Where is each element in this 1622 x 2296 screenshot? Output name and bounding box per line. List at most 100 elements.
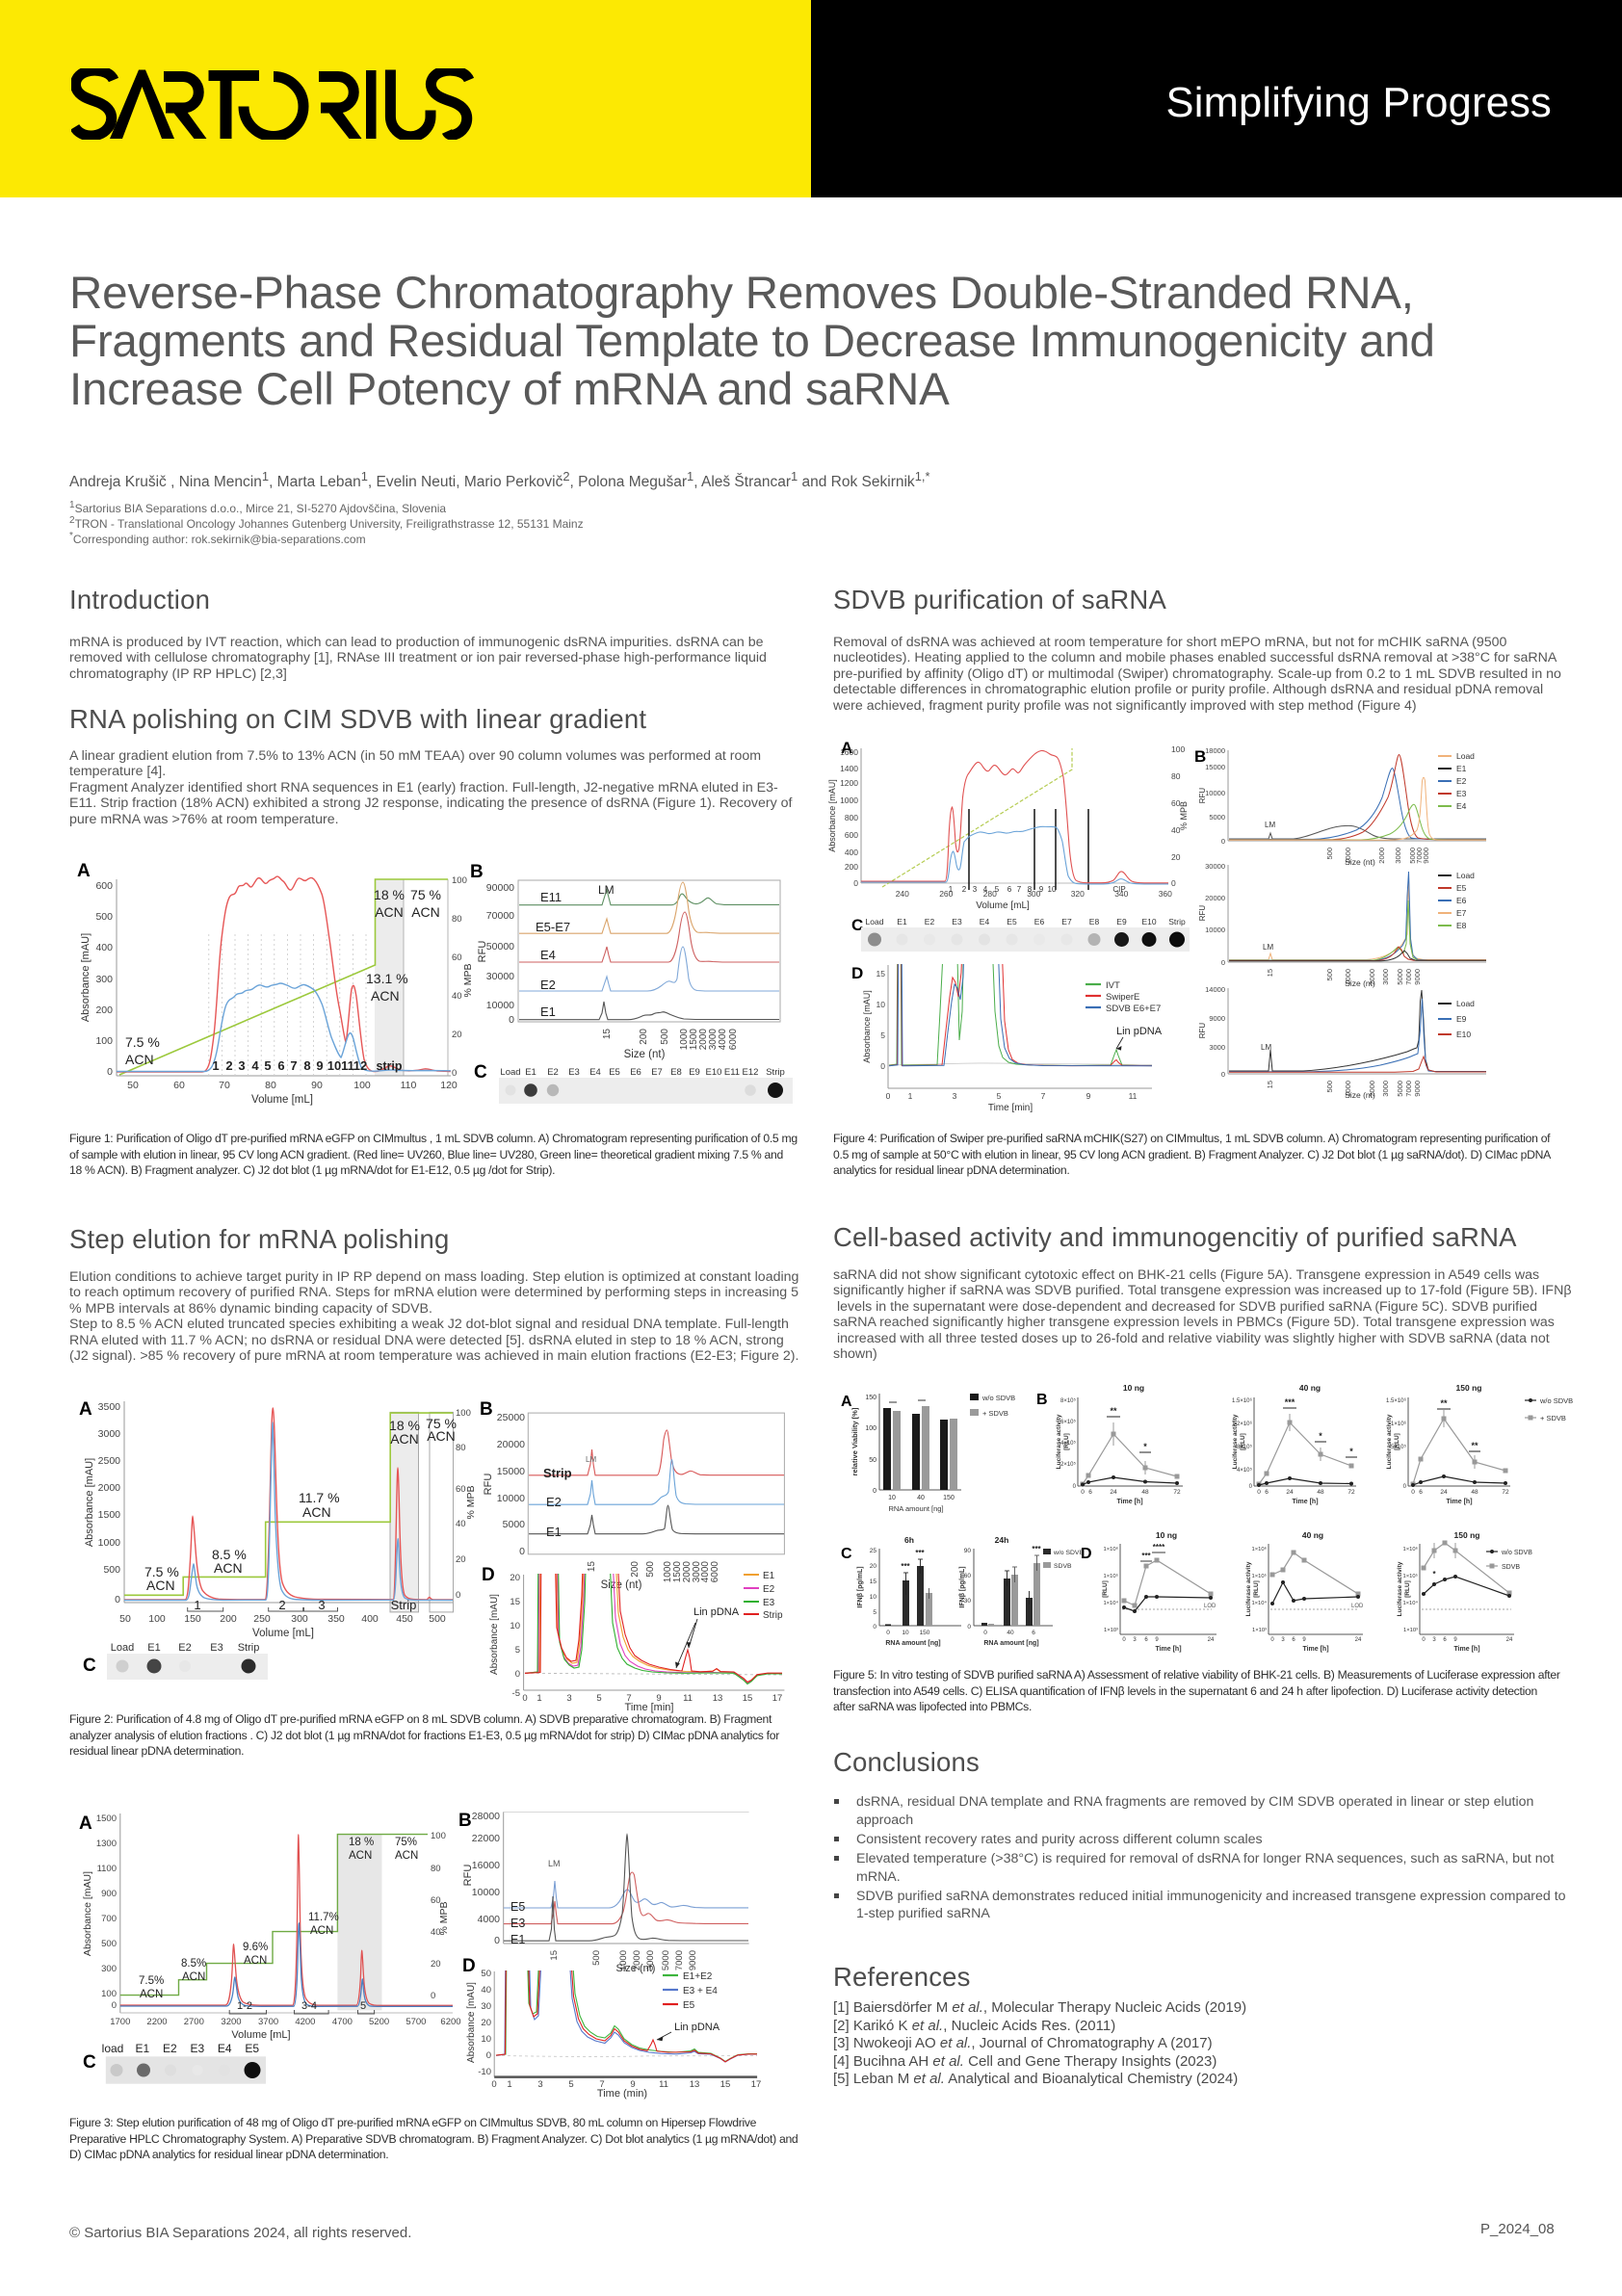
svg-text:5: 5	[995, 885, 1000, 894]
svg-text:320: 320	[1071, 889, 1085, 899]
svg-text:500: 500	[103, 1564, 120, 1576]
svg-text:Load: Load	[500, 1067, 520, 1078]
svg-text:Luciferase activity: Luciferase activity	[1397, 1561, 1403, 1616]
svg-text:6: 6	[1443, 1637, 1447, 1643]
svg-text:ACN: ACN	[146, 1578, 175, 1593]
svg-text:5000: 5000	[1396, 1081, 1404, 1097]
svg-text:240: 240	[896, 889, 909, 899]
svg-text:48: 48	[1471, 1489, 1478, 1496]
svg-text:E3 + E4: E3 + E4	[683, 1986, 718, 1996]
svg-text:22000: 22000	[472, 1833, 500, 1844]
svg-text:6: 6	[1292, 1637, 1295, 1643]
svg-text:150: 150	[920, 1630, 930, 1636]
svg-text:0: 0	[1257, 1489, 1261, 1496]
svg-text:B: B	[480, 1399, 493, 1420]
svg-text:70000: 70000	[486, 910, 514, 922]
svg-text:0: 0	[1122, 1637, 1126, 1643]
svg-text:6×10⁵: 6×10⁵	[1060, 1419, 1077, 1425]
svg-text:340: 340	[1114, 889, 1128, 899]
svg-text:40: 40	[431, 1927, 441, 1938]
svg-text:350: 350	[327, 1613, 345, 1625]
svg-text:E5: E5	[510, 1900, 525, 1914]
svg-text:5: 5	[596, 1693, 601, 1704]
svg-text:80: 80	[452, 914, 462, 925]
svg-text:7: 7	[290, 1058, 297, 1073]
svg-text:Volume [mL]: Volume [mL]	[976, 900, 1030, 911]
svg-text:10: 10	[481, 2034, 491, 2045]
svg-text:15: 15	[870, 1578, 877, 1585]
svg-text:[RLU]: [RLU]	[1394, 1433, 1400, 1450]
svg-text:LOD: LOD	[1204, 1604, 1216, 1609]
svg-text:ACN: ACN	[411, 904, 440, 920]
svg-text:10000: 10000	[1205, 789, 1225, 797]
svg-text:Load: Load	[1456, 999, 1475, 1008]
svg-text:25: 25	[870, 1548, 877, 1554]
svg-text:30: 30	[481, 2001, 491, 2012]
svg-text:[RLU]: [RLU]	[1063, 1433, 1070, 1450]
svg-text:0: 0	[509, 1014, 514, 1026]
svg-text:7.5 %: 7.5 %	[144, 1564, 179, 1579]
svg-text:E2: E2	[547, 1067, 559, 1078]
svg-text:450: 450	[396, 1613, 413, 1625]
svg-text:10 ng: 10 ng	[1156, 1530, 1177, 1540]
svg-text:7000: 7000	[1404, 1081, 1413, 1097]
svg-text:1200: 1200	[840, 778, 858, 788]
svg-text:10: 10	[510, 1621, 520, 1631]
svg-text:CIP: CIP	[1112, 885, 1125, 894]
svg-text:E2: E2	[540, 978, 556, 992]
svg-text:24: 24	[1440, 1489, 1448, 1496]
svg-text:24: 24	[1286, 1489, 1294, 1496]
svg-text:E11: E11	[724, 1067, 740, 1078]
svg-text:Load: Load	[866, 917, 884, 926]
svg-text:5000: 5000	[1396, 969, 1404, 985]
svg-text:C: C	[851, 916, 863, 934]
svg-text:9: 9	[1086, 1091, 1091, 1101]
svg-text:11: 11	[341, 1058, 354, 1073]
svg-text:ACN: ACN	[140, 1989, 163, 2000]
svg-text:8: 8	[303, 1058, 310, 1073]
svg-text:0: 0	[115, 1594, 120, 1605]
svg-text:500: 500	[95, 911, 113, 923]
svg-text:3: 3	[973, 885, 978, 894]
svg-text:Absorbance [mAU]: Absorbance [mAU]	[466, 1982, 477, 2063]
svg-text:0: 0	[519, 1546, 525, 1557]
svg-text:150: 150	[184, 1613, 201, 1625]
svg-text:500: 500	[1325, 969, 1334, 981]
svg-text:2000: 2000	[698, 1029, 709, 1051]
svg-text:80: 80	[456, 1443, 466, 1453]
svg-text:6000: 6000	[710, 1561, 720, 1583]
svg-text:9: 9	[1453, 1637, 1457, 1643]
svg-text:120: 120	[440, 1080, 458, 1091]
svg-text:Time [h]: Time [h]	[1446, 1499, 1472, 1505]
svg-text:500: 500	[1325, 1081, 1334, 1093]
svg-text:Volume [mL]: Volume [mL]	[252, 1628, 314, 1639]
svg-text:***: ***	[915, 1549, 925, 1557]
svg-text:E2: E2	[763, 1584, 775, 1595]
svg-text:2: 2	[278, 1598, 285, 1612]
svg-text:2000: 2000	[682, 1561, 693, 1583]
svg-text:3000: 3000	[1381, 1081, 1390, 1097]
svg-text:1100: 1100	[97, 1864, 117, 1874]
svg-text:LM: LM	[1261, 1043, 1271, 1052]
svg-text:6: 6	[1032, 1630, 1035, 1636]
svg-text:15000: 15000	[497, 1466, 525, 1477]
svg-text:10: 10	[902, 1630, 909, 1636]
svg-text:-5: -5	[512, 1688, 520, 1699]
svg-text:E3: E3	[210, 1642, 222, 1654]
svg-text:1000: 1000	[98, 1537, 121, 1549]
svg-text:8×10⁵: 8×10⁵	[1060, 1397, 1077, 1404]
svg-text:16000: 16000	[472, 1860, 500, 1871]
svg-text:1000: 1000	[1344, 969, 1352, 985]
svg-text:0: 0	[1422, 1637, 1426, 1643]
svg-text:E7: E7	[1061, 917, 1072, 926]
svg-text:4: 4	[251, 1058, 259, 1073]
svg-text:20: 20	[510, 1573, 520, 1583]
svg-text:Time [min]: Time [min]	[625, 1702, 674, 1713]
svg-text:5: 5	[568, 2079, 573, 2090]
svg-text:6: 6	[1007, 885, 1012, 894]
svg-text:***: ***	[1141, 1552, 1151, 1560]
svg-text:500: 500	[429, 1613, 446, 1625]
svg-text:200: 200	[630, 1561, 641, 1578]
svg-text:C: C	[83, 2052, 96, 2073]
svg-text:E3: E3	[952, 917, 962, 926]
